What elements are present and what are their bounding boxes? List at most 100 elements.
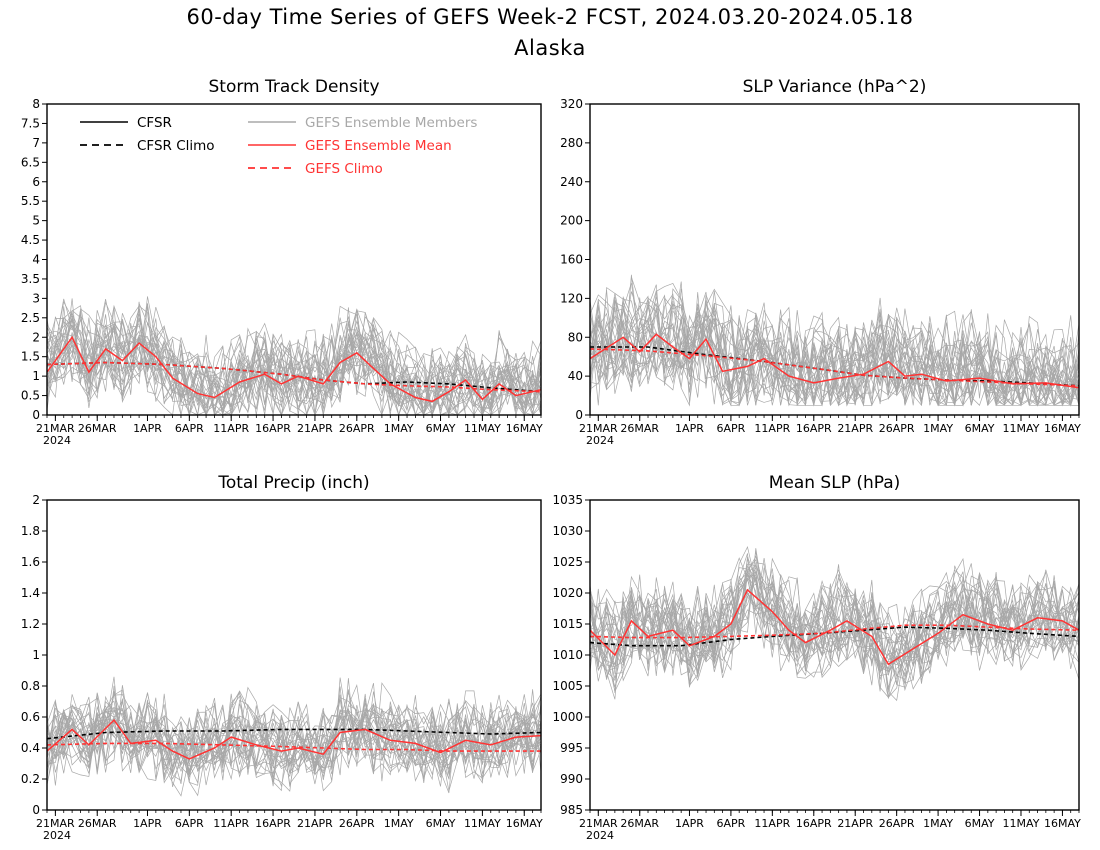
y-tick-label: 0 bbox=[575, 408, 583, 422]
y-tick-label: 2.5 bbox=[21, 311, 40, 325]
y-tick-label: 120 bbox=[560, 291, 583, 305]
y-tick-label: 995 bbox=[560, 741, 583, 755]
y-tick-label: 3 bbox=[32, 291, 40, 305]
ensemble-members bbox=[46, 676, 542, 797]
x-tick-label: 6APR bbox=[716, 422, 745, 435]
x-tick-label: 16APR bbox=[255, 817, 291, 830]
y-tick-label: 1 bbox=[32, 369, 40, 383]
y-tick-label: 1005 bbox=[552, 679, 583, 693]
x-tick-label: 21APR bbox=[297, 817, 333, 830]
cfsr-climo-line bbox=[46, 728, 542, 740]
ensemble-member-line bbox=[46, 690, 542, 775]
y-tick-label: 1015 bbox=[552, 617, 583, 631]
ensemble-member-line bbox=[46, 702, 542, 776]
x-tick-label: 16APR bbox=[796, 422, 832, 435]
gefs-climo-line bbox=[46, 742, 541, 752]
x-tick-label: 26APR bbox=[879, 817, 915, 830]
ensemble-member-line bbox=[589, 557, 1080, 700]
y-tick-label: 1.6 bbox=[21, 555, 40, 569]
x-tick-label: 6APR bbox=[175, 817, 204, 830]
x-tick-label: 1MAY bbox=[923, 422, 953, 435]
x-tick-label: 6MAY bbox=[426, 817, 456, 830]
y-tick-label: 2 bbox=[32, 493, 40, 507]
x-tick-label: 26MAR bbox=[78, 422, 117, 435]
x-tick-label: 21APR bbox=[837, 817, 873, 830]
x-tick-label: 6APR bbox=[716, 817, 745, 830]
y-tick-label: 200 bbox=[560, 214, 583, 228]
x-tick-label: 26MAR bbox=[620, 817, 659, 830]
ensemble-member-line bbox=[589, 291, 1080, 407]
ensemble-member-line bbox=[589, 582, 1080, 672]
ensemble-member-line bbox=[46, 676, 542, 786]
x-tick-label: 16MAY bbox=[1044, 422, 1081, 435]
ensemble-member-line bbox=[589, 288, 1080, 407]
x-tick-label: 11MAY bbox=[464, 422, 501, 435]
legend-label: CFSR Climo bbox=[137, 138, 215, 154]
y-tick-label: 320 bbox=[560, 97, 583, 111]
x-tick-label: 21APR bbox=[297, 422, 333, 435]
x-tick-label: 16APR bbox=[796, 817, 832, 830]
legend-label: CFSR bbox=[137, 115, 172, 131]
ensemble-member-line bbox=[589, 296, 1080, 406]
gefs-ensemble-mean-line bbox=[46, 718, 542, 760]
y-tick-label: 990 bbox=[560, 772, 583, 786]
panel-title: Mean SLP (hPa) bbox=[769, 473, 901, 493]
y-tick-label: 6.5 bbox=[21, 155, 40, 169]
y-tick-label: 40 bbox=[568, 369, 583, 383]
ensemble-member-line bbox=[589, 565, 1080, 678]
x-tick-label: 11APR bbox=[754, 422, 790, 435]
y-tick-label: 1030 bbox=[552, 524, 583, 538]
legend: CFSR CFSR Climo GEFS Ensemble Members GEFS … bbox=[80, 115, 477, 177]
gefs-ensemble-mean-line bbox=[589, 588, 1080, 666]
y-tick-label: 0 bbox=[32, 803, 40, 817]
ensemble-member-line bbox=[589, 292, 1080, 407]
ensemble-member-line bbox=[589, 308, 1080, 406]
y-tick-label: 2 bbox=[32, 330, 40, 344]
y-tick-label: 1 bbox=[32, 648, 40, 662]
panel-title: Storm Track Density bbox=[208, 77, 379, 97]
y-tick-label: 5 bbox=[32, 214, 40, 228]
x-tick-label: 16APR bbox=[255, 422, 291, 435]
ensemble-member-line bbox=[589, 572, 1080, 702]
y-tick-label: 160 bbox=[560, 253, 583, 267]
ensemble-member-line bbox=[46, 700, 542, 781]
ensemble-member-line bbox=[589, 567, 1080, 678]
ensemble-member-line bbox=[46, 296, 542, 417]
panel-4: 985 990 995 1000 1005 1010 1015 1020 1025 1030 103… bbox=[552, 473, 1081, 842]
panel-title: SLP Variance (hPa^2) bbox=[743, 77, 927, 97]
x-tick-label: 16MAY bbox=[506, 817, 543, 830]
y-tick-label: 1.8 bbox=[21, 524, 40, 538]
ensemble-members bbox=[589, 274, 1080, 407]
figure-subtitle: Alaska bbox=[514, 36, 586, 60]
x-tick-label: 11MAY bbox=[1003, 422, 1040, 435]
x-tick-label: 16MAY bbox=[1044, 817, 1081, 830]
x-tick-label: 6APR bbox=[175, 422, 204, 435]
x-tick-label: 1MAY bbox=[384, 422, 414, 435]
x-year-label: 2024 bbox=[586, 829, 614, 842]
panel-title: Total Precip (inch) bbox=[217, 473, 369, 493]
x-tick-label: 11MAY bbox=[1003, 817, 1040, 830]
x-tick-label: 1APR bbox=[133, 817, 162, 830]
x-tick-label: 1APR bbox=[675, 422, 704, 435]
x-tick-label: 26APR bbox=[339, 817, 375, 830]
y-tick-label: 4 bbox=[32, 253, 40, 267]
x-tick-label: 1APR bbox=[675, 817, 704, 830]
x-tick-label: 21MAR bbox=[36, 422, 75, 435]
panel-2: 0 40 80 120 160 200 240 280 320 21MAR 26MAR 1APR 6AP… bbox=[560, 77, 1081, 447]
x-tick-label: 1MAY bbox=[384, 817, 414, 830]
y-tick-label: 0 bbox=[32, 408, 40, 422]
y-tick-label: 7.5 bbox=[21, 116, 40, 130]
panel-3: 0 0.2 0.4 0.6 0.8 1 1.2 1.4 1.6 1.8 2 21MAR 26MAR 1AP… bbox=[21, 473, 543, 842]
ensemble-member-line bbox=[46, 320, 542, 416]
x-tick-label: 1APR bbox=[133, 422, 162, 435]
legend-label: GEFS Climo bbox=[305, 161, 383, 177]
x-tick-label: 11MAY bbox=[464, 817, 501, 830]
y-tick-label: 1020 bbox=[552, 586, 583, 600]
y-tick-label: 0.2 bbox=[21, 772, 40, 786]
x-tick-label: 26APR bbox=[339, 422, 375, 435]
gefs-climo-line bbox=[589, 624, 1080, 639]
ensemble-member-line bbox=[46, 318, 542, 416]
x-tick-label: 1MAY bbox=[923, 817, 953, 830]
